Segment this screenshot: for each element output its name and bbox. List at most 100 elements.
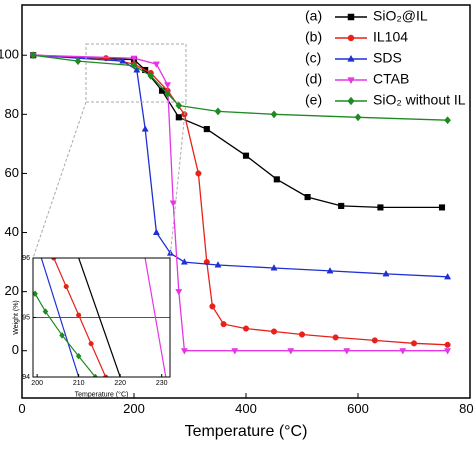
series-line [78,258,121,377]
marker [130,55,138,63]
y-tick-label: 94 [22,374,30,381]
marker [133,66,141,73]
plot-layer [29,51,452,355]
marker [180,348,188,355]
marker [76,312,82,318]
x-tick-label: 800 [459,401,474,416]
zoom-connector [169,101,187,259]
marker [203,126,210,133]
marker [231,348,239,355]
marker [63,284,69,290]
marker [175,101,183,110]
y-tick-label: 100 [0,47,19,62]
marker [74,57,82,66]
marker [92,373,99,377]
marker [444,272,452,280]
marker [273,176,280,183]
marker [444,348,452,355]
x-tick-label: 210 [73,380,85,387]
marker [169,200,177,207]
x-tick-label: 200 [123,401,145,416]
marker [242,325,250,332]
marker [354,113,362,122]
marker [338,202,345,209]
marker [242,152,250,159]
x-tick-label: 0 [18,401,25,416]
legend-label: SiO₂ without IL [373,92,466,108]
series-line [33,54,448,352]
marker [410,340,418,347]
marker [88,341,94,347]
legend-label: IL104 [373,29,408,45]
plot-frame [21,4,471,399]
marker [51,258,57,261]
legend-label: SDS [373,50,402,66]
marker [347,96,355,106]
marker [371,337,378,344]
y-tick-label: 60 [5,165,19,180]
marker [304,194,311,201]
marker [141,125,149,132]
marker [382,270,390,277]
zoom-box [85,43,187,103]
marker [152,61,160,68]
marker [298,331,306,338]
y-tick-label: 20 [5,283,19,298]
marker [377,204,384,211]
zoom-connector [32,101,87,259]
x-tick-label: 220 [114,380,126,387]
marker [175,114,182,121]
y-tick-label: 40 [5,224,19,239]
marker [343,348,351,355]
series-line [33,54,448,121]
marker [75,352,82,360]
marker [130,61,138,70]
legend-tag: (e) [305,92,322,108]
marker [347,13,355,21]
y-axis-label: Weight (%) [13,300,20,335]
marker [29,51,37,60]
legend-tag: (b) [305,29,322,45]
x-axis-label: Temperature (°C) [185,423,308,440]
legend-tag: (a) [305,8,322,24]
marker [438,204,446,211]
marker [287,348,295,355]
legend-tag: (d) [305,71,322,87]
marker [270,264,278,271]
marker [347,77,355,85]
marker [347,34,355,42]
marker [59,331,65,339]
marker [326,267,334,274]
x-tick-label: 400 [235,401,257,416]
marker [214,261,222,268]
marker [42,308,49,315]
y-tick-label: 0 [12,342,19,357]
marker [180,258,188,265]
legend-label: SiO₂@IL [373,8,428,24]
marker [195,170,202,177]
marker [164,89,172,98]
series-line [40,258,80,377]
marker [399,348,407,355]
x-tick-label: 200 [31,380,43,387]
marker [103,374,109,377]
marker [347,54,355,62]
marker [220,321,227,328]
marker [152,228,160,236]
plot-layer [33,258,170,377]
plot-frame [32,257,171,378]
legend-label: CTAB [373,71,409,87]
marker [270,328,278,335]
y-tick-label: 80 [5,106,19,121]
x-tick-label: 230 [156,380,168,387]
marker [209,303,216,310]
marker [270,110,278,119]
legend-tag: (c) [305,50,321,66]
y-tick-label: 96 [22,255,30,262]
x-tick-label: 600 [347,401,369,416]
marker [444,116,452,125]
marker [332,334,339,341]
y-tick-label: 95 [22,314,30,321]
marker [119,57,127,64]
